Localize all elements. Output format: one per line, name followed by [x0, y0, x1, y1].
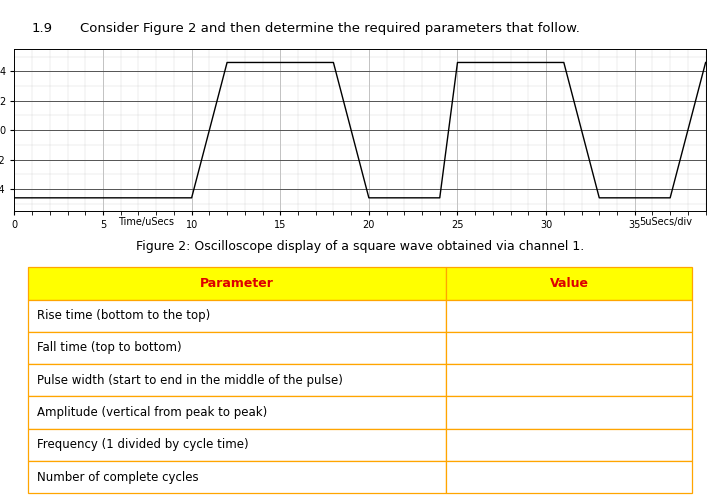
Text: Number of complete cycles: Number of complete cycles: [37, 471, 198, 483]
Bar: [28, 332, 446, 364]
Bar: [28, 396, 446, 429]
Bar: [446, 299, 692, 332]
Bar: [28, 461, 446, 493]
Text: Figure 2: Oscilloscope display of a square wave obtained via channel 1.: Figure 2: Oscilloscope display of a squa…: [136, 240, 584, 253]
Bar: [28, 299, 446, 332]
Bar: [446, 267, 692, 299]
Bar: [28, 267, 446, 299]
Bar: [28, 364, 446, 396]
Text: Time/uSecs: Time/uSecs: [118, 217, 174, 226]
Text: Frequency (1 divided by cycle time): Frequency (1 divided by cycle time): [37, 438, 248, 451]
Text: Amplitude (vertical from peak to peak): Amplitude (vertical from peak to peak): [37, 406, 267, 419]
Bar: [446, 461, 692, 493]
Bar: [446, 396, 692, 429]
Text: Value: Value: [549, 277, 588, 290]
Text: Consider Figure 2 and then determine the required parameters that follow.: Consider Figure 2 and then determine the…: [80, 22, 580, 35]
Text: Parameter: Parameter: [200, 277, 274, 290]
Text: Pulse width (start to end in the middle of the pulse): Pulse width (start to end in the middle …: [37, 374, 343, 387]
Bar: [446, 364, 692, 396]
Text: 1.9: 1.9: [32, 22, 53, 35]
Bar: [28, 429, 446, 461]
Bar: [446, 332, 692, 364]
Text: Fall time (top to bottom): Fall time (top to bottom): [37, 342, 181, 355]
Text: Rise time (bottom to the top): Rise time (bottom to the top): [37, 309, 210, 322]
Bar: [446, 429, 692, 461]
Text: 5uSecs/div: 5uSecs/div: [639, 217, 692, 226]
